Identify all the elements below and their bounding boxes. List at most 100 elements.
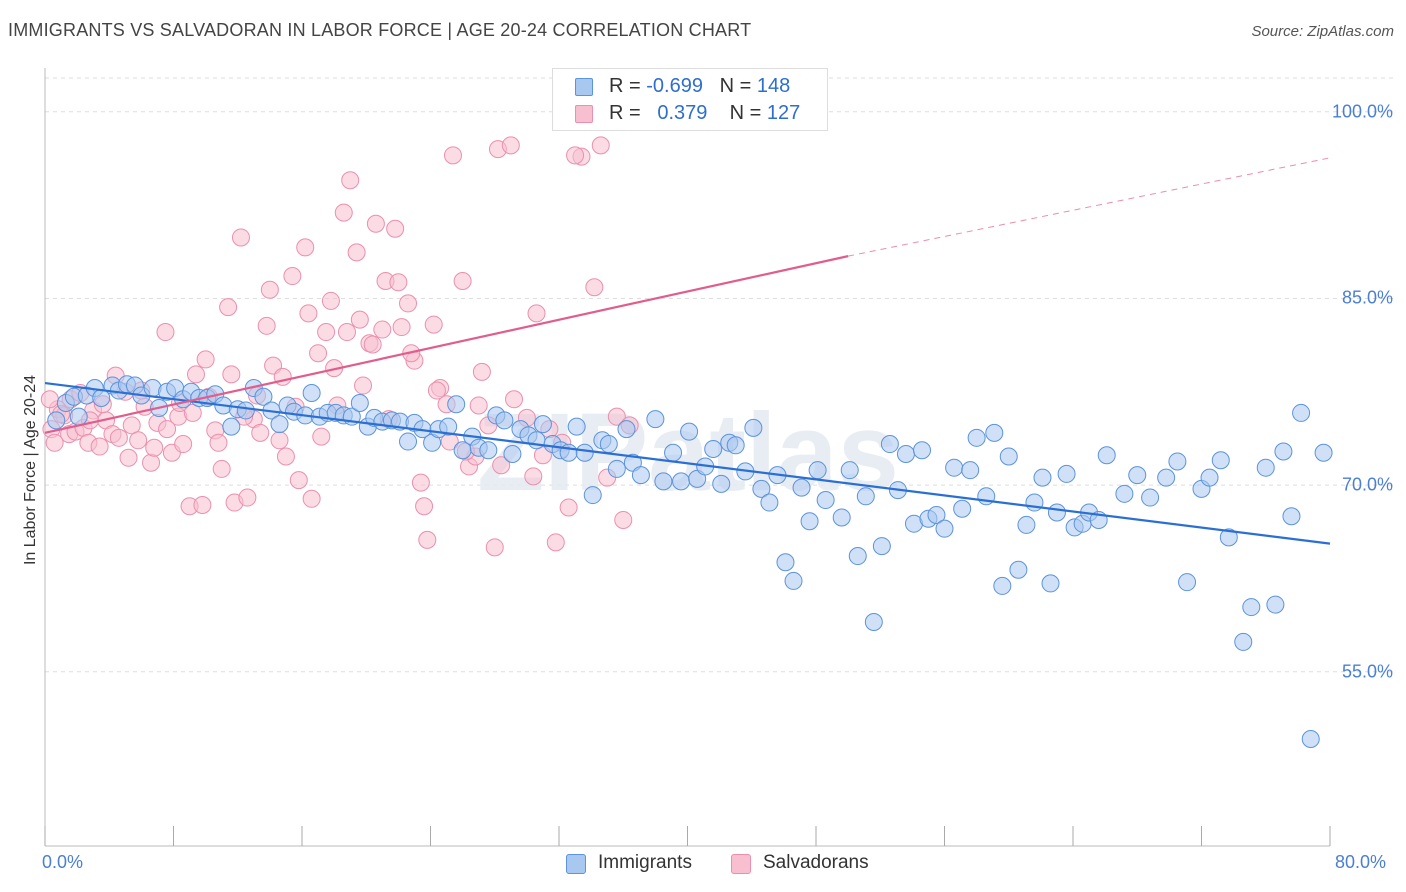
salvadorans-point bbox=[585, 278, 604, 297]
trend-lines bbox=[44, 157, 1331, 545]
immigrants-point bbox=[1047, 503, 1066, 522]
salvadorans-point bbox=[363, 335, 382, 354]
salvadorans-point bbox=[296, 238, 315, 257]
salvadorans-point bbox=[119, 448, 138, 467]
immigrants-point bbox=[808, 461, 827, 480]
salvadorans-trend-extension bbox=[848, 157, 1331, 257]
immigrants-point bbox=[927, 505, 946, 524]
salvadorans-point bbox=[212, 459, 231, 478]
salvadorans-point bbox=[607, 407, 626, 426]
salvadorans-point bbox=[231, 228, 250, 247]
salvadorans-point bbox=[337, 323, 356, 342]
immigrants-point bbox=[270, 415, 289, 434]
r-value: 0.379 bbox=[657, 102, 708, 124]
y-tick-label: 100.0% bbox=[1331, 101, 1393, 122]
immigrants-point bbox=[1211, 451, 1230, 470]
salvadorans-point bbox=[505, 390, 524, 409]
immigrants-point bbox=[1017, 515, 1036, 534]
immigrants-point bbox=[744, 418, 763, 437]
salvadorans-point bbox=[524, 467, 543, 486]
immigrants-point bbox=[953, 499, 972, 518]
immigrants-point bbox=[302, 384, 321, 403]
salvadorans-point bbox=[283, 267, 302, 286]
n-label: N = bbox=[719, 75, 752, 97]
immigrants-point bbox=[848, 547, 867, 566]
salvadorans-point bbox=[129, 431, 148, 450]
immigrants-point bbox=[1097, 446, 1116, 465]
axes bbox=[44, 68, 1331, 847]
salvadorans-swatch bbox=[731, 854, 751, 874]
immigrants-point bbox=[840, 461, 859, 480]
salvadorans-point bbox=[546, 533, 565, 552]
salvadorans-point bbox=[122, 416, 141, 435]
immigrants-point bbox=[872, 537, 891, 556]
salvadorans-point bbox=[453, 272, 472, 291]
immigrants-point bbox=[726, 436, 745, 455]
salvadorans-point bbox=[469, 396, 488, 415]
immigrants-swatch bbox=[566, 854, 586, 874]
immigrants-point bbox=[776, 553, 795, 572]
salvadorans-point bbox=[427, 381, 446, 400]
immigrants-point bbox=[993, 576, 1012, 595]
salvadorans-trend-line bbox=[44, 255, 849, 434]
immigrants-point bbox=[712, 474, 731, 493]
immigrants-point bbox=[664, 443, 683, 462]
salvadorans-point bbox=[501, 136, 520, 155]
immigrants-point bbox=[599, 435, 618, 454]
salvadorans-point bbox=[492, 456, 511, 475]
salvadorans-point bbox=[472, 362, 491, 381]
immigrants-point bbox=[672, 472, 691, 491]
salvadorans-point bbox=[183, 403, 202, 422]
immigrants-point bbox=[1266, 595, 1285, 614]
immigrants-point bbox=[646, 410, 665, 429]
r-label: R = bbox=[609, 102, 641, 124]
salvadorans-point bbox=[174, 435, 193, 454]
immigrants-trend-line bbox=[44, 381, 1331, 545]
salvadorans-point bbox=[424, 315, 443, 334]
salvadorans-point bbox=[309, 344, 328, 363]
immigrants-point bbox=[495, 411, 514, 430]
immigrants-point bbox=[880, 435, 899, 454]
salvadorans-point bbox=[415, 497, 434, 516]
salvadorans-point bbox=[158, 420, 177, 439]
salvadorans-point bbox=[238, 488, 257, 507]
immigrants-point bbox=[896, 445, 915, 463]
salvadorans-point bbox=[302, 489, 321, 508]
salvadorans-point bbox=[334, 203, 353, 222]
immigrants-point bbox=[816, 491, 835, 510]
immigrants-point bbox=[1157, 468, 1176, 487]
immigrants-point bbox=[856, 487, 875, 506]
salvadorans-point bbox=[591, 136, 610, 155]
salvadorans-point bbox=[145, 438, 164, 457]
stats-legend: R = -0.699 N = 148 R = 0.379 N = 127 bbox=[552, 68, 828, 131]
y-tick-label: 55.0% bbox=[1341, 661, 1393, 682]
immigrants-point bbox=[1178, 573, 1197, 592]
salvadorans-point bbox=[321, 291, 340, 310]
immigrants-point bbox=[222, 417, 241, 436]
immigrants-point bbox=[704, 440, 723, 459]
immigrants-point bbox=[1274, 442, 1293, 461]
r-label: R = bbox=[609, 75, 641, 97]
n-value: 127 bbox=[766, 102, 801, 124]
salvadorans-point bbox=[109, 428, 128, 447]
salvadorans-point bbox=[411, 473, 430, 492]
immigrants-point bbox=[1168, 452, 1187, 471]
salvadorans-point bbox=[270, 431, 289, 450]
immigrants-point bbox=[985, 423, 1004, 442]
salvadorans-point bbox=[209, 433, 228, 452]
salvadorans-point bbox=[142, 453, 161, 472]
legend-label: Salvadorans bbox=[763, 852, 869, 873]
salvadorans-point bbox=[485, 538, 504, 557]
immigrants-point bbox=[533, 415, 552, 434]
salvadorans-point bbox=[193, 496, 212, 515]
immigrants-point bbox=[236, 401, 255, 420]
salvadorans-point bbox=[399, 294, 418, 313]
x-tick-label: 80.0% bbox=[1335, 852, 1387, 872]
n-label: N = bbox=[729, 102, 762, 124]
immigrants-point bbox=[575, 443, 594, 462]
immigrants-point bbox=[1314, 443, 1333, 462]
immigrants-point bbox=[961, 461, 980, 480]
immigrants-point bbox=[47, 411, 66, 430]
salvadorans-point bbox=[366, 214, 385, 233]
